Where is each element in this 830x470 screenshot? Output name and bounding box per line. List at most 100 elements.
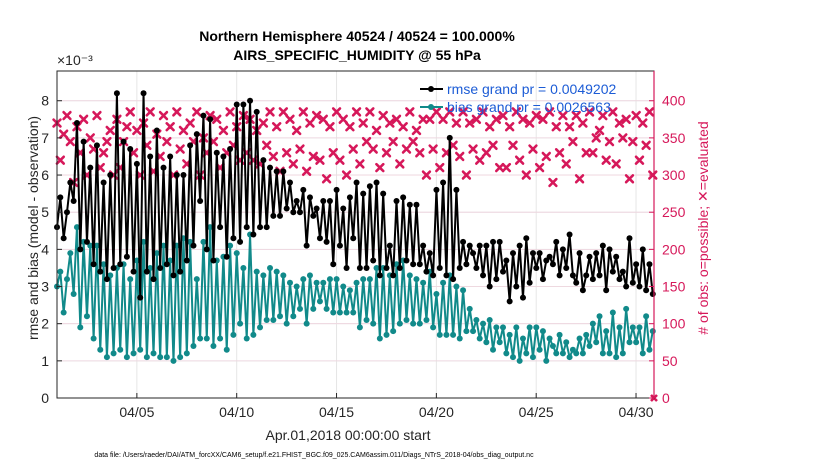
rmse-point: [97, 268, 104, 275]
obs-marker: [411, 125, 422, 136]
bias-point: [403, 316, 410, 323]
bias-point: [526, 324, 533, 331]
rmse-point: [529, 250, 536, 257]
obs-marker: [291, 125, 302, 136]
obs-marker: [378, 110, 388, 121]
rmse-point: [586, 253, 593, 260]
obs-marker-x: [125, 107, 135, 117]
obs-marker: [494, 162, 505, 173]
y-right-tick-label: 400: [662, 93, 686, 109]
obs-marker-x: [225, 107, 235, 117]
rmse-point: [130, 268, 137, 275]
rmse-point: [180, 172, 187, 179]
rmse-point: [430, 272, 437, 279]
obs-marker: [405, 107, 415, 117]
rmse-point: [506, 298, 513, 305]
rmse-point: [193, 131, 200, 138]
obs-marker: [451, 118, 462, 128]
rmse-point: [373, 179, 380, 186]
obs-marker: [431, 107, 442, 117]
obs-marker-x: [415, 148, 425, 158]
obs-marker-x: [388, 136, 398, 147]
obs-marker: [145, 107, 155, 117]
rmse-point: [237, 238, 244, 245]
obs-marker-x: [571, 110, 581, 121]
obs-marker-x: [192, 107, 202, 117]
rmse-point: [396, 264, 403, 271]
x-tick-label: 04/20: [419, 404, 454, 420]
obs-marker-x: [341, 170, 352, 180]
rmse-point: [183, 257, 190, 264]
obs-marker-x: [425, 114, 435, 125]
rmse-point: [227, 146, 234, 153]
rmse-point: [157, 264, 164, 271]
obs-marker-x: [421, 170, 432, 180]
bias-point: [616, 324, 623, 331]
obs-marker: [578, 118, 588, 128]
obs-marker: [428, 144, 438, 154]
obs-marker-x: [618, 133, 628, 143]
rmse-point: [626, 235, 633, 242]
rmse-point: [536, 250, 543, 257]
obs-marker: [418, 114, 428, 125]
rmse-point: [163, 261, 170, 268]
rmse-point: [320, 198, 327, 205]
bias-point: [563, 339, 570, 346]
obs-marker: [62, 110, 72, 121]
rmse-point: [346, 194, 353, 201]
rmse-point: [460, 238, 467, 245]
bias-point: [110, 350, 117, 357]
rmse-point: [393, 198, 400, 205]
rmse-point: [140, 90, 147, 97]
rmse-point: [503, 257, 510, 264]
rmse-point: [117, 261, 124, 268]
bias-point: [416, 320, 423, 327]
obs-marker-x: [295, 144, 305, 154]
obs-marker-x: [321, 174, 332, 184]
obs-marker-x: [634, 155, 645, 165]
obs-marker: [385, 118, 395, 128]
obs-marker-x: [331, 107, 342, 117]
bias-point: [100, 261, 107, 268]
obs-marker-x: [471, 114, 482, 125]
y-tick-label: 8: [41, 93, 49, 109]
obs-marker-x: [461, 170, 472, 180]
bias-point: [500, 324, 507, 331]
obs-marker: [421, 170, 432, 180]
obs-marker: [391, 114, 402, 125]
y-right-tick-label: 50: [662, 353, 678, 369]
bias-point: [127, 276, 134, 283]
obs-marker-x: [212, 114, 222, 125]
rmse-point: [280, 168, 287, 175]
obs-marker: [644, 107, 655, 117]
obs-marker: [491, 114, 502, 125]
x-tick-label: 04/05: [119, 404, 154, 420]
bias-point: [290, 313, 297, 320]
bias-point: [300, 276, 307, 283]
rmse-point: [509, 250, 516, 257]
rmse-point: [383, 264, 390, 271]
y-tick-label: 3: [41, 279, 49, 295]
obs-marker-x: [468, 144, 478, 154]
bias-point: [280, 272, 287, 279]
bias-point: [190, 342, 197, 349]
bias-point: [496, 339, 503, 346]
obs-marker: [574, 174, 585, 184]
obs-marker-x: [418, 114, 428, 125]
obs-marker-x: [281, 148, 292, 158]
obs-marker-x: [85, 133, 95, 143]
rmse-point: [363, 264, 370, 271]
bias-point: [643, 313, 650, 320]
obs-marker-x: [588, 148, 598, 158]
bias-point: [483, 339, 490, 346]
bias-point: [633, 339, 640, 346]
rmse-point: [213, 149, 220, 156]
bias-point: [453, 283, 460, 290]
x-axis-label: Apr.01,2018 00:00:00 start: [265, 427, 430, 443]
obs-marker-x: [381, 148, 392, 158]
legend-bias-label: bias grand pr = 0.0026563: [447, 99, 611, 115]
rmse-point: [167, 153, 174, 160]
bias-point: [123, 354, 130, 361]
bias-point: [150, 350, 157, 357]
rmse-point: [400, 194, 407, 201]
